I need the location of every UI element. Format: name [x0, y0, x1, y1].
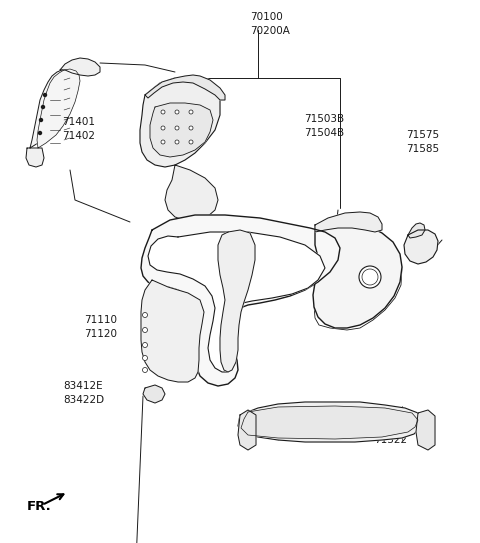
Polygon shape: [315, 212, 382, 232]
Polygon shape: [145, 75, 225, 100]
Text: 71401: 71401: [62, 117, 95, 127]
Circle shape: [143, 343, 147, 348]
Polygon shape: [60, 58, 100, 76]
Text: 71312: 71312: [374, 421, 407, 431]
Text: FR.: FR.: [27, 500, 52, 513]
Polygon shape: [408, 223, 425, 238]
Polygon shape: [238, 402, 422, 442]
Polygon shape: [165, 165, 218, 220]
Circle shape: [161, 126, 165, 130]
Polygon shape: [148, 232, 325, 372]
Text: 71503B: 71503B: [304, 114, 344, 124]
Polygon shape: [37, 69, 80, 148]
Polygon shape: [30, 70, 74, 148]
Circle shape: [143, 313, 147, 318]
Circle shape: [362, 269, 378, 285]
Text: 71504B: 71504B: [304, 128, 344, 138]
Text: 83422D: 83422D: [63, 395, 104, 405]
Polygon shape: [143, 385, 165, 403]
Polygon shape: [416, 410, 435, 450]
Text: 71601: 71601: [188, 95, 221, 105]
Text: 71585: 71585: [406, 144, 439, 154]
Circle shape: [38, 131, 41, 135]
Circle shape: [41, 105, 45, 109]
Text: 71602: 71602: [188, 109, 221, 119]
Circle shape: [161, 110, 165, 114]
Polygon shape: [404, 230, 438, 264]
Text: 70100: 70100: [250, 12, 283, 22]
Polygon shape: [141, 280, 204, 382]
Polygon shape: [238, 410, 256, 450]
Polygon shape: [313, 222, 402, 328]
Circle shape: [161, 140, 165, 144]
Polygon shape: [26, 148, 44, 167]
Circle shape: [143, 327, 147, 332]
Circle shape: [189, 126, 193, 130]
Text: 71120: 71120: [84, 329, 117, 339]
Polygon shape: [241, 406, 418, 439]
Text: 70200A: 70200A: [250, 26, 290, 36]
Polygon shape: [141, 215, 340, 386]
Circle shape: [359, 266, 381, 288]
Text: 71110: 71110: [84, 315, 117, 325]
Circle shape: [189, 110, 193, 114]
Circle shape: [44, 93, 47, 97]
Text: 71322: 71322: [374, 435, 407, 445]
Circle shape: [143, 368, 147, 372]
Polygon shape: [140, 78, 220, 167]
Text: 83412E: 83412E: [63, 381, 103, 391]
Circle shape: [39, 118, 43, 122]
Circle shape: [175, 140, 179, 144]
Text: 71575: 71575: [406, 130, 439, 140]
Polygon shape: [218, 230, 255, 372]
Polygon shape: [150, 103, 213, 157]
Circle shape: [143, 356, 147, 361]
Circle shape: [175, 126, 179, 130]
Circle shape: [175, 110, 179, 114]
Text: 71402: 71402: [62, 131, 95, 141]
Circle shape: [189, 140, 193, 144]
